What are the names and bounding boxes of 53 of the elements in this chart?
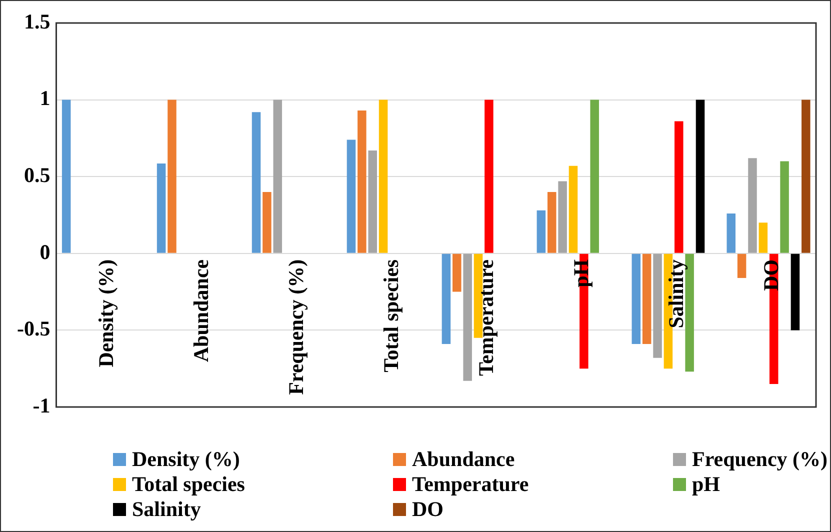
legend-label: Density (%) [132, 447, 240, 471]
y-tick-label: 0.5 [24, 163, 50, 188]
legend-label: Total species [132, 472, 245, 496]
bar [252, 112, 261, 253]
bar [346, 140, 356, 253]
bar [674, 121, 684, 253]
bar [536, 210, 546, 253]
bar [484, 100, 494, 253]
legend-label: pH [692, 472, 720, 496]
legend-label: Temperature [412, 472, 529, 496]
bar [748, 158, 757, 253]
bar [558, 181, 567, 253]
bar [262, 192, 272, 253]
bar [780, 161, 789, 253]
bar [642, 254, 652, 344]
x-tick-label: Frequency (%) [284, 259, 308, 395]
bar [696, 100, 705, 253]
bar [802, 100, 810, 253]
bar [737, 254, 746, 278]
bar [726, 213, 736, 253]
x-tick-label: pH [569, 259, 593, 288]
bar [368, 150, 377, 253]
x-tick-label: Total species [379, 259, 404, 372]
bar [273, 100, 282, 253]
bar [378, 100, 388, 253]
bar [168, 100, 176, 253]
x-tick-label: DO [758, 259, 783, 291]
x-tick-label: Density (%) [94, 259, 118, 368]
bar [568, 166, 578, 253]
bar [358, 110, 366, 253]
x-tick-label: Salinity [664, 258, 688, 328]
bar [156, 164, 166, 253]
bar [632, 254, 641, 344]
x-tick-label: Abundance [189, 259, 214, 362]
y-tick-label: -1 [32, 393, 50, 418]
y-tick-label: 1.5 [24, 9, 50, 34]
bar [790, 254, 800, 330]
bar [452, 254, 462, 292]
bar [590, 100, 599, 253]
bar [62, 100, 71, 253]
bar [547, 192, 556, 253]
bar [442, 254, 451, 344]
y-tick-label: 0 [40, 240, 50, 264]
x-tick-label: Temperature [474, 259, 498, 376]
legend-label: Abundance [412, 447, 515, 471]
bar [463, 254, 472, 381]
legend-label: Frequency (%) [692, 447, 828, 471]
legend-label: Salinity [132, 497, 201, 521]
y-tick-label: 1 [40, 86, 50, 110]
y-tick-label: -0.5 [16, 316, 50, 341]
bar [758, 222, 768, 253]
bar [653, 254, 662, 358]
legend-label: DO [412, 497, 444, 521]
